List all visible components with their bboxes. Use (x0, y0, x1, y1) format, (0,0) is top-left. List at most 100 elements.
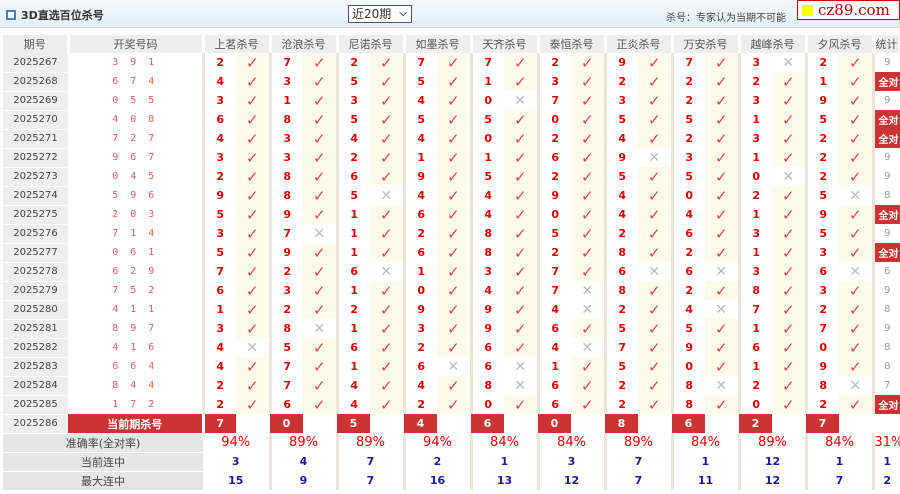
kill-number: 2 (216, 398, 225, 411)
result-cell: ✓ (705, 281, 741, 300)
check-icon: ✓ (647, 91, 661, 110)
result-cell: ✓ (437, 224, 473, 243)
kill-number: 1 (417, 265, 426, 278)
result-cell: ✕ (571, 281, 607, 300)
stat-cell: 全对 (873, 72, 900, 91)
stat-cell: 全对 (873, 395, 900, 414)
result-cell: ✓ (705, 186, 741, 205)
stat-cell: 6 (873, 262, 900, 281)
kill-number: 8 (283, 113, 292, 126)
all-correct-badge: 全对 (874, 243, 900, 262)
result-cell: ✓ (571, 148, 607, 167)
cross-icon: ✕ (514, 358, 527, 375)
cross-icon: ✕ (715, 263, 728, 280)
result-cell: ✓ (236, 129, 272, 148)
result-cell: ✓ (504, 395, 540, 414)
check-icon: ✓ (379, 376, 393, 395)
kill-number: 7 (819, 322, 828, 335)
result-cell: ✓ (437, 319, 473, 338)
draw-numbers: 9 6 7 (68, 148, 205, 167)
result-cell: ✓ (638, 72, 674, 91)
result-cell: ✓ (303, 205, 339, 224)
empty-cell (437, 414, 471, 433)
empty-cell (638, 414, 672, 433)
result-cell: ✓ (504, 319, 540, 338)
result-cell: ✓ (839, 72, 875, 91)
check-icon: ✓ (245, 262, 259, 281)
accuracy-value: 84% (672, 433, 741, 452)
draw-numbers: 8 9 7 (68, 319, 205, 338)
kill-number: 3 (752, 56, 761, 69)
period-cell: 2025273 (3, 167, 68, 187)
kill-number: 2 (685, 132, 694, 145)
current-streak-value: 1 (672, 452, 741, 471)
kill-number: 4 (216, 360, 225, 373)
cross-icon: ✕ (581, 282, 594, 299)
current-kill-number: 8 (605, 414, 638, 433)
kill-number: 3 (350, 94, 359, 107)
period-cell: 2025286 (3, 414, 68, 434)
site-logo[interactable]: cz89.com (797, 0, 900, 20)
current-streak-value: 3 (203, 452, 272, 471)
result-cell: ✓ (638, 205, 674, 224)
check-icon: ✓ (580, 262, 594, 281)
result-cell: ✓ (705, 148, 741, 167)
cross-icon: ✕ (849, 263, 862, 280)
result-cell: ✓ (839, 53, 875, 72)
kill-number: 5 (417, 113, 426, 126)
result-cell: ✕ (571, 338, 607, 357)
col-expert: 泰恒杀号 (538, 35, 607, 53)
check-icon: ✓ (781, 338, 795, 357)
cross-icon: ✕ (514, 377, 527, 394)
check-icon: ✓ (379, 205, 393, 224)
result-cell: ✓ (638, 376, 674, 395)
check-icon: ✓ (580, 357, 594, 376)
result-cell: ✓ (236, 167, 272, 186)
kill-number: 1 (350, 360, 359, 373)
chevron-down-icon: ⌵ (399, 8, 407, 19)
empty-cell (370, 414, 404, 433)
kill-number: 9 (618, 151, 627, 164)
kill-number: 6 (417, 208, 426, 221)
check-icon: ✓ (245, 319, 259, 338)
result-cell: ✓ (236, 72, 272, 91)
cross-icon: ✕ (380, 187, 393, 204)
kill-number: 4 (484, 208, 493, 221)
kill-number: 6 (685, 265, 694, 278)
max-streak-value: 15 (203, 471, 272, 490)
kill-number: 3 (283, 75, 292, 88)
result-cell: ✓ (638, 186, 674, 205)
kill-number: 4 (618, 208, 627, 221)
result-cell: ✓ (437, 243, 473, 262)
result-cell: ✓ (303, 338, 339, 357)
kill-number: 1 (484, 75, 493, 88)
period-range-select[interactable]: 近20期 ⌵ (348, 5, 412, 23)
cross-icon: ✕ (715, 301, 728, 318)
check-icon: ✓ (647, 376, 661, 395)
check-icon: ✓ (714, 205, 728, 224)
stat-cell: 全对 (873, 110, 900, 129)
check-icon: ✓ (312, 148, 326, 167)
kill-number: 4 (618, 132, 627, 145)
kill-number: 3 (685, 151, 694, 164)
kill-number: 3 (216, 94, 225, 107)
check-icon: ✓ (513, 395, 527, 414)
result-cell: ✓ (504, 72, 540, 91)
check-icon: ✓ (446, 300, 460, 319)
check-icon: ✓ (580, 167, 594, 186)
max-streak-row: 最大连中 15 9 7 16 13 12 7 11 12 7 2 (3, 471, 900, 491)
period-cell: 2025274 (3, 186, 68, 206)
check-icon: ✓ (245, 110, 259, 129)
result-cell: ✓ (571, 72, 607, 91)
kill-number: 3 (752, 132, 761, 145)
result-cell: ✓ (504, 129, 540, 148)
check-icon: ✓ (647, 395, 661, 414)
result-cell: ✓ (638, 110, 674, 129)
stat-cell: 全对 (873, 129, 900, 148)
check-icon: ✓ (580, 224, 594, 243)
check-icon: ✓ (312, 300, 326, 319)
check-icon: ✓ (848, 205, 862, 224)
result-cell: ✓ (772, 395, 808, 414)
result-cell: ✓ (236, 357, 272, 376)
check-icon: ✓ (245, 376, 259, 395)
